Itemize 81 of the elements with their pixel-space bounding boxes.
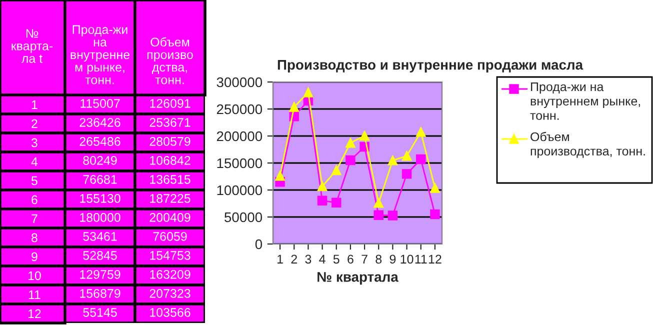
data-label: 55145 [83, 308, 117, 317]
point [332, 198, 342, 208]
x-tick-label: 12 [428, 254, 442, 264]
point [374, 198, 384, 208]
point [275, 171, 285, 181]
point [402, 169, 412, 179]
x-tick-label: 9 [390, 254, 396, 264]
y-tick-label: 6 [32, 195, 38, 204]
data-label: 115007 [80, 99, 120, 108]
point [317, 181, 328, 192]
data-label: 80249 [83, 156, 117, 165]
point [346, 155, 356, 166]
chart-title: Производство и внутренние продажи масла [278, 60, 584, 72]
data-label: 155130 [80, 194, 120, 203]
point [416, 127, 426, 137]
legend-label: Объем производства, тонн. [530, 132, 645, 158]
point [317, 196, 328, 206]
data-label: 163209 [150, 270, 190, 279]
x-tick-label: 10 [400, 254, 414, 264]
y-tick-label: 7 [32, 214, 38, 224]
data-label: 136515 [150, 175, 190, 184]
x-tick-label: 7 [362, 254, 368, 264]
point [416, 154, 426, 164]
data-label: 126091 [150, 99, 190, 108]
y-tick-label: 3 [31, 138, 38, 148]
point [289, 102, 299, 112]
y-tick-label: 150000 [217, 158, 262, 168]
x-tick-label: 1 [278, 254, 283, 264]
x-tick-label: Объем произво дства, тонн. [147, 37, 193, 84]
data-label: 180000 [80, 213, 120, 222]
data-label: 76681 [83, 175, 117, 184]
point [430, 183, 440, 193]
x-tick-label: 4 [319, 254, 326, 264]
data-label: 106842 [150, 156, 190, 165]
point [388, 210, 398, 220]
point [430, 209, 440, 220]
y-tick-label: 50000 [224, 212, 262, 222]
point [346, 138, 356, 148]
point [303, 88, 314, 98]
data-label: 265486 [80, 137, 120, 146]
y-tick-label: 100000 [217, 185, 262, 196]
data-label: 154753 [150, 251, 190, 260]
y-tick-label: 11 [28, 290, 40, 300]
point [388, 156, 398, 166]
data-label: 52845 [83, 251, 117, 260]
y-tick-label: 300000 [216, 77, 262, 88]
y-tick-label: 8 [32, 233, 38, 242]
x-tick-label: 5 [333, 254, 340, 264]
x-tick-label: 8 [376, 254, 382, 264]
y-tick-label: 12 [28, 309, 41, 318]
point [374, 210, 384, 220]
x-axis-title: № квартала [318, 272, 398, 285]
y-tick-label: 250000 [216, 104, 262, 114]
data-label: 200409 [150, 213, 190, 222]
point [332, 165, 342, 176]
y-tick-label: 10 [28, 271, 41, 280]
x-tick-label: 3 [305, 254, 312, 264]
legend-label: Прода-жи на внутреннем рынке, тонн. [530, 82, 640, 120]
data-label: 207323 [150, 289, 190, 298]
point [360, 130, 370, 141]
x-tick-label: 6 [348, 254, 354, 264]
y-tick-label: 2 [32, 119, 38, 128]
data-label: 156879 [80, 289, 120, 298]
x-tick-label: 11 [415, 254, 427, 264]
data-label: 53461 [83, 232, 117, 241]
x-tick-label: Прода-жи на внутренне м рынке, тонн. [70, 25, 130, 84]
y-tick-label: 5 [31, 176, 38, 186]
data-label: 76059 [153, 232, 187, 241]
y-tick-label: 0 [255, 239, 262, 250]
data-label: 280579 [150, 137, 190, 146]
data-label: 236426 [80, 118, 120, 127]
data-label: 253671 [150, 118, 190, 127]
y-tick-label: 200000 [216, 131, 262, 142]
data-label: 129759 [80, 270, 120, 279]
y-tick-label: 4 [31, 157, 38, 166]
data-label: 187225 [150, 194, 190, 203]
point [402, 151, 412, 161]
x-tick-label: 2 [291, 254, 297, 264]
data-label: 103566 [150, 308, 190, 317]
y-tick-label: 1 [32, 100, 38, 110]
y-axis-title: № кварта- ла t [12, 29, 53, 63]
